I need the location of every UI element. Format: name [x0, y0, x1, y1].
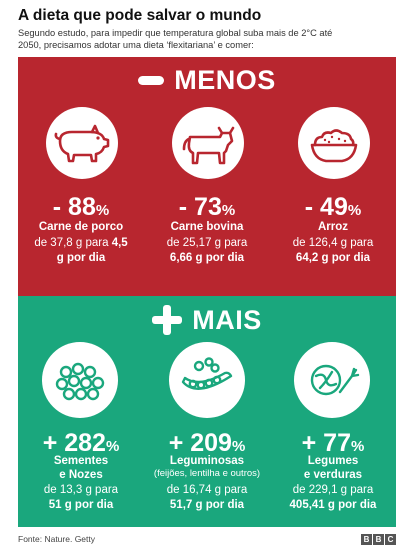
bbc-logo-b1: B — [361, 534, 372, 545]
footer: Fonte: Nature. Getty B B C — [18, 534, 396, 546]
beef-detail: de 25,17 g para 6,66 g por dia — [166, 237, 248, 264]
beef-name: Carne bovina — [170, 221, 244, 233]
vegetables-detail: de 229,1 g para 405,41 g por dia — [289, 484, 377, 511]
bbc-logo: B B C — [361, 534, 396, 545]
vegetables-percent: + 77% — [301, 429, 365, 457]
menos-item-beef: - 73% Carne bovina de 25,17 g para 6,66 … — [144, 57, 270, 296]
mais-item-vegetables: + 77% Legumes e verduras de 229,1 g para… — [270, 296, 396, 527]
pea-pod-icon — [169, 342, 245, 418]
seeds-detail: de 13,3 g para 51 g por dia — [43, 484, 119, 511]
seeds-percent: + 282% — [42, 429, 120, 457]
legumes-percent: + 209% — [168, 429, 246, 457]
legumes-name: Leguminosas — [169, 455, 245, 467]
page-title: A dieta que pode salvar o mundo — [18, 7, 262, 24]
pig-icon — [46, 107, 118, 179]
vegetables-icon — [294, 342, 370, 418]
rice-name: Arroz — [317, 221, 349, 233]
header: A dieta que pode salvar o mundo Segundo … — [18, 6, 398, 51]
vegetables-name: Legumes e verduras — [303, 455, 363, 481]
menos-item-rice: - 49% Arroz de 126,4 g para 64,2 g por d… — [270, 57, 396, 296]
subtitle-line-2: 2050, precisamos adotar uma dieta ‘flexi… — [18, 40, 254, 50]
pork-name: Carne de porco — [38, 221, 124, 233]
rice-bowl-icon — [298, 107, 370, 179]
rice-detail: de 126,4 g para 64,2 g por dia — [292, 237, 374, 264]
bbc-logo-b2: B — [373, 534, 384, 545]
menos-title: MENOS — [174, 64, 276, 95]
pork-percent: - 88% — [52, 193, 110, 221]
beef-percent: - 73% — [178, 193, 236, 221]
legumes-subtitle: (feijões, lentilha e outros) — [153, 468, 261, 479]
rice-percent: - 49% — [304, 193, 362, 221]
plus-icon — [152, 305, 183, 335]
mais-panel: MAIS + 282% Sementes e Nozes de 13,3 g p… — [18, 296, 396, 527]
subtitle-line-1: Segundo estudo, para impedir que tempera… — [18, 28, 333, 38]
bbc-logo-c: C — [385, 534, 396, 545]
seeds-icon — [42, 342, 118, 418]
menos-item-pork: - 88% Carne de porco de 37,8 g para 4,5 … — [18, 57, 144, 296]
subtitle: Segundo estudo, para impedir que tempera… — [18, 27, 398, 51]
seeds-name: Sementes e Nozes — [53, 455, 109, 481]
pork-detail: de 37,8 g para 4,5 g por dia — [34, 237, 128, 264]
mais-item-seeds: + 282% Sementes e Nozes de 13,3 g para 5… — [18, 296, 144, 527]
menos-panel: MENOS - 88% Carne de porco de 37,8 g par… — [18, 57, 396, 296]
mais-title: MAIS — [192, 304, 262, 335]
cow-icon — [172, 107, 244, 179]
legumes-detail: de 16,74 g para 51,7 g por dia — [166, 484, 248, 511]
minus-icon — [138, 75, 165, 85]
mais-heading: MAIS — [18, 303, 396, 337]
mais-item-legumes: + 209% Leguminosas (feijões, lentilha e … — [144, 296, 270, 527]
source-credit: Fonte: Nature. Getty — [18, 534, 96, 544]
menos-heading: MENOS — [18, 65, 396, 95]
